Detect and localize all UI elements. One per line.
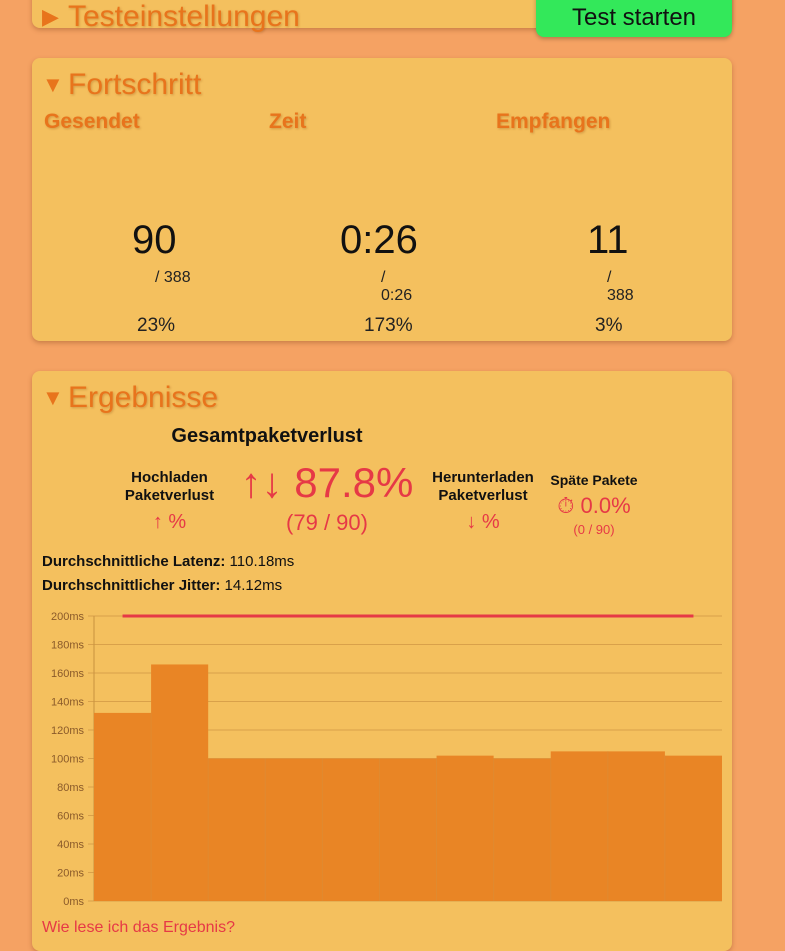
received-percent: 3% [595,315,623,336]
jitter-line: Durchschnittlicher Jitter: 14.12ms [42,577,282,594]
download-loss-label: Herunterladen Paketverlust [428,469,538,505]
sent-total: / 388 [155,269,191,286]
up-down-arrows-icon: ↑↓ [240,459,283,506]
total-loss-ratio: (79 / 90) [286,510,368,535]
y-tick-label: 40ms [57,839,84,851]
upload-loss-label: Hochladen Paketverlust [112,469,227,505]
y-tick-label: 120ms [51,725,85,737]
sent-percent: 23% [137,315,176,336]
time-value: 0:26 [340,218,418,262]
y-tick-label: 80ms [57,782,84,794]
latency-bar [607,751,665,901]
latency-label: Durchschnittliche Latenz: [42,553,226,570]
latency-bar [664,755,722,901]
y-tick-label: 0ms [63,896,84,908]
y-tick-label: 140ms [51,697,85,709]
download-loss-value: ↓ % [466,511,500,533]
time-percent: 173% [364,315,413,336]
late-packets-label: Späte Pakete [550,472,638,488]
settings-header[interactable]: ▶ Testeinstellungen [42,0,300,34]
download-label-line1: Herunterladen [432,469,534,486]
triangle-down-icon: ▼ [42,385,64,410]
jitter-value: 14.12ms [224,577,283,594]
total-loss-title: Gesamtpaketverlust [171,425,363,447]
y-tick-label: 160ms [51,668,85,680]
download-label-line2: Paketverlust [438,487,528,504]
time-label: Zeit [269,110,307,133]
latency-bar [151,664,209,901]
received-value: 11 [587,218,629,262]
results-card: ▼ Ergebnisse Gesamtpaketverlust Hochlade… [32,371,732,951]
sent-value: 90 [132,218,177,262]
latency-bar [265,758,323,901]
latency-bar [550,751,608,901]
upload-label-line1: Hochladen [131,469,208,486]
jitter-label: Durchschnittlicher Jitter: [42,577,221,594]
latency-bar [208,758,266,901]
progress-title: Fortschritt [68,68,202,101]
latency-bar [436,755,494,901]
help-link[interactable]: Wie lese ich das Ergebnis? [42,919,235,936]
triangle-down-icon: ▼ [42,72,64,97]
sent-label: Gesendet [44,110,140,133]
latency-value: 110.18ms [229,553,295,570]
received-label: Empfangen [496,110,611,133]
results-title: Ergebnisse [68,381,219,414]
y-tick-label: 60ms [57,811,84,823]
latency-bar [493,758,551,901]
late-packets-ratio: (0 / 90) [573,522,615,537]
y-tick-label: 180ms [51,640,85,652]
time-total: / 0:26 [381,269,413,304]
received-total: / 388 [607,269,634,304]
progress-card: ▼ Fortschritt Gesendet 90 / 388 23% Zeit… [32,58,732,341]
progress-header[interactable]: ▼ Fortschritt [42,68,201,102]
total-loss-value: ↑↓ 87.8% [232,459,422,507]
latency-bar [94,712,152,901]
y-tick-label: 200ms [51,611,85,623]
y-tick-label: 100ms [51,754,85,766]
start-test-button[interactable]: Test starten [536,0,732,37]
upload-loss-value: ↑ % [152,511,187,533]
upload-label-line2: Paketverlust [124,487,215,504]
results-header[interactable]: ▼ Ergebnisse [42,381,218,415]
triangle-right-icon: ▶ [42,4,59,29]
latency-bar [379,758,437,901]
y-tick-label: 20ms [57,868,84,880]
total-loss-percent: 87.8% [294,459,414,506]
settings-title: Testeinstellungen [68,0,300,33]
latency-chart: 0ms 20ms 40ms 60ms 80ms 100ms 120ms 140ms 160ms 1… [51,611,722,908]
late-packets-value: ⏱ 0.0% [557,493,631,518]
latency-line: Durchschnittliche Latenz: 110.18ms [42,553,294,570]
latency-bar [322,758,380,901]
